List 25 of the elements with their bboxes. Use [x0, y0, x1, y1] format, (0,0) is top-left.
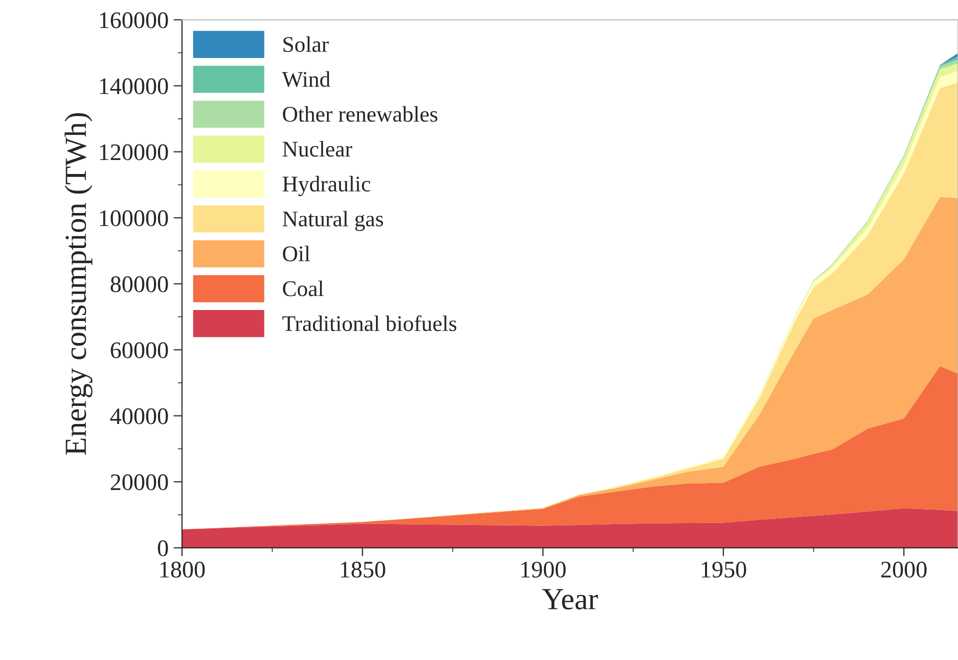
legend-label: Nuclear [282, 141, 352, 157]
legend-label: Coal [282, 280, 324, 296]
y-tick-label: 20000 [110, 474, 168, 490]
x-tick-label: 1950 [702, 562, 746, 578]
legend-label: Oil [282, 246, 310, 262]
legend-label: Natural gas [282, 210, 384, 232]
y-tick-label: 140000 [100, 78, 168, 94]
y-tick-label: 60000 [110, 342, 168, 358]
x-axis-title: Year [542, 589, 598, 610]
legend-label: Other renewables [282, 106, 438, 122]
x-tick-label: 1850 [340, 562, 386, 578]
y-tick-label: 80000 [110, 276, 168, 292]
legend-label: Wind [282, 71, 330, 88]
x-tick-label: 1800 [160, 562, 205, 578]
y-tick-label: 40000 [110, 408, 168, 424]
legend-label: Solar [284, 36, 329, 52]
y-tick-label: 0 [158, 540, 168, 556]
x-tick-label: 1900 [521, 562, 566, 578]
y-tick-label: 120000 [100, 144, 168, 160]
legend-label: Traditional biofuels [282, 315, 456, 332]
y-tick-label: 160000 [100, 12, 168, 28]
y-tick-label: 100000 [100, 210, 168, 226]
legend-label: Hydraulic [282, 176, 370, 196]
y-axis-title: Energy consumption (TWh) [64, 113, 92, 455]
x-tick-label: 2000 [881, 562, 927, 578]
